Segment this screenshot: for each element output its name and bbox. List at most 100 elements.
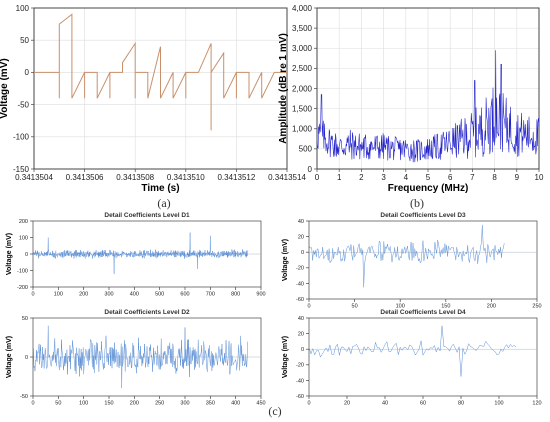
chart-title: Detail Coefficients Level D4	[380, 309, 466, 316]
x-tick-label: 0.3413512	[217, 173, 255, 182]
y-axis-title: Voltage (mV)	[6, 233, 13, 275]
x-tick-label: 0.3413506	[66, 173, 104, 182]
y-tick-label: 3,000	[292, 44, 313, 53]
x-tick-label: 0.3413504	[15, 173, 53, 182]
y-tick-label: 500	[299, 145, 313, 154]
x-tick-label: 50	[55, 401, 61, 407]
y-tick-label: 50	[22, 316, 28, 322]
x-tick-label: 1	[337, 173, 342, 182]
x-tick-label: 80	[458, 401, 464, 407]
y-axis-title: Voltage (mV)	[282, 336, 289, 378]
x-tick-label: 50	[352, 304, 358, 310]
x-tick-label: 20	[344, 401, 350, 407]
y-tick-label: 2,500	[292, 64, 313, 73]
x-tick-label: 100	[396, 304, 405, 310]
y-tick-label: -50	[17, 100, 29, 109]
x-tick-label: 60	[420, 401, 426, 407]
y-tick-label: 40	[298, 219, 304, 225]
series-coefficient-line	[32, 325, 249, 389]
plot-frame	[308, 317, 538, 397]
x-tick-label: 0.3413514	[268, 173, 306, 182]
panel-c-label: (c)	[268, 404, 281, 418]
plot-frame	[308, 220, 538, 300]
y-tick-label: 0	[301, 347, 304, 353]
x-tick-label: 0.3413510	[167, 173, 205, 182]
x-tick-label: 200	[79, 292, 88, 298]
x-tick-label: 0	[31, 401, 34, 407]
x-tick-label: 40	[382, 401, 388, 407]
x-tick-label: 200	[130, 401, 139, 407]
y-tick-label: -150	[13, 165, 30, 174]
y-tick-label: 0	[25, 355, 28, 361]
y-tick-label: 1,000	[292, 125, 313, 134]
x-tick-label: 2	[359, 173, 364, 182]
x-tick-label: 300	[180, 401, 189, 407]
x-tick-label: 100	[54, 292, 63, 298]
x-tick-label: 5	[426, 173, 431, 182]
x-tick-label: 250	[532, 304, 541, 310]
x-tick-label: 8	[492, 173, 497, 182]
y-tick-label: -60	[296, 297, 304, 303]
y-tick-label: 4,000	[292, 4, 313, 13]
x-tick-label: 6	[448, 173, 453, 182]
plot-frame	[33, 7, 288, 170]
y-tick-label: -100	[17, 268, 28, 274]
x-tick-label: 10	[535, 173, 544, 182]
y-tick-label: 100	[16, 4, 30, 13]
x-tick-label: 900	[256, 292, 265, 298]
y-tick-label: -200	[17, 285, 28, 291]
x-tick-label: 0	[307, 304, 310, 310]
panel-b-spectrum-chart: 0 1 2 3 4 5 6 7 8 9 10 4,000 3,500 3,000 2,500 2,000 1,5…	[278, 4, 544, 194]
x-tick-label: 200	[487, 304, 496, 310]
y-tick-label: 50	[20, 36, 29, 45]
x-tick-label: 800	[231, 292, 240, 298]
x-tick-label: 300	[104, 292, 113, 298]
x-tick-label: 450	[256, 401, 265, 407]
series-amplitude-line	[316, 50, 540, 163]
x-tick-label: 150	[104, 401, 113, 407]
x-tick-label: 700	[206, 292, 215, 298]
chart-title: Detail Coefficients Level D1	[104, 212, 190, 219]
series-coefficient-line	[308, 224, 505, 288]
x-tick-label: 9	[515, 173, 520, 182]
y-tick-label: 2,000	[292, 84, 313, 93]
x-tick-label: 250	[155, 401, 164, 407]
panel-d1-detail-chart: 0 100 200 300 400 500 600 700 800 900 200 100 0 -100 -…	[6, 212, 266, 298]
chart-title: Detail Coefficients Level D3	[380, 212, 466, 219]
series-coefficient-line	[308, 325, 517, 377]
x-tick-label: 600	[180, 292, 189, 298]
x-axis-title: Frequency (MHz)	[388, 183, 469, 194]
panel-a-label: (a)	[157, 196, 170, 210]
series-coefficient-line	[32, 232, 249, 274]
panel-d2-detail-chart: 0 50 100 150 200 250 300 350 400 450500-50Voltage…	[6, 309, 266, 407]
y-tick-label: 40	[298, 316, 304, 322]
y-tick-label: 20	[298, 332, 304, 338]
y-tick-label: 200	[19, 219, 28, 225]
x-tick-label: 400	[130, 292, 139, 298]
y-tick-label: -20	[296, 363, 304, 369]
x-tick-label: 100	[494, 401, 503, 407]
y-tick-label: -20	[296, 266, 304, 272]
y-tick-label: 3,500	[292, 24, 313, 33]
y-axis-title: Voltage (mV)	[0, 58, 10, 118]
panel-b-label: (b)	[410, 196, 424, 210]
y-tick-label: 1,500	[292, 104, 313, 113]
x-tick-label: 350	[206, 401, 215, 407]
x-tick-label: 500	[155, 292, 164, 298]
y-tick-label: -100	[13, 133, 30, 142]
x-tick-label: 0	[307, 401, 310, 407]
y-tick-label: 20	[298, 235, 304, 241]
x-tick-label: 0	[31, 292, 34, 298]
y-axis-title: Voltage (mV)	[6, 336, 13, 378]
y-axis-title: Amplitude (dB re 1 mV)	[278, 33, 289, 144]
y-tick-label: -60	[296, 394, 304, 400]
x-tick-label: 3	[381, 173, 386, 182]
x-tick-label: 0.3413508	[116, 173, 154, 182]
panel-d4-detail-chart: 0 20 40 60 80 100 120 40 20 0 -20 -40 -60 Voltage (mV…	[282, 309, 542, 407]
x-axis-title: Time (s)	[141, 183, 179, 194]
y-tick-label: 100	[19, 235, 28, 241]
y-tick-label: 0	[308, 165, 313, 174]
x-tick-label: 400	[231, 401, 240, 407]
x-tick-label: 120	[532, 401, 541, 407]
